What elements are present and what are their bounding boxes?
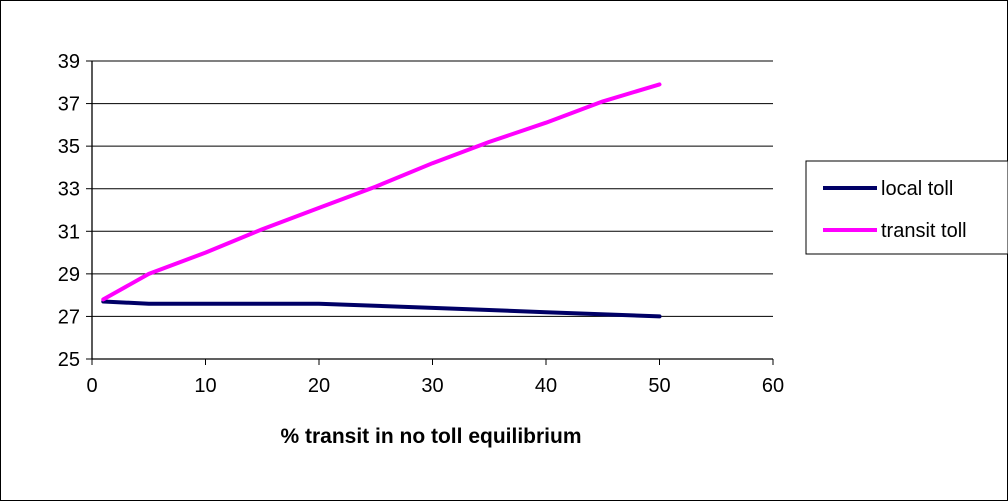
x-tick-label: 0 (86, 375, 97, 397)
x-tick-label: 20 (308, 375, 330, 397)
legend: local toll transit toll (805, 160, 1008, 255)
x-tick-label: 50 (648, 375, 670, 397)
x-tick-label: 10 (194, 375, 216, 397)
y-tick-label: 35 (58, 136, 80, 158)
legend-box (805, 160, 1008, 255)
y-tick-label: 29 (58, 264, 80, 286)
y-tick-label: 33 (58, 179, 80, 201)
y-tick-label: 25 (58, 349, 80, 371)
series-line-local-toll (101, 299, 662, 319)
x-tick-label: 30 (421, 375, 443, 397)
x-tick-label: 60 (762, 375, 784, 397)
x-tick-labels: 0 10 20 30 40 50 60 (86, 375, 784, 397)
y-tick-label: 31 (58, 221, 80, 243)
y-tick-labels: 25 27 29 31 33 35 37 39 (58, 51, 80, 371)
legend-label: transit toll (881, 220, 967, 242)
series-lines (101, 82, 662, 319)
y-tick-label: 39 (58, 51, 80, 73)
y-tick-label: 27 (58, 306, 80, 328)
series-line-transit-toll (101, 82, 662, 302)
axes (91, 61, 773, 360)
y-tick-label: 37 (58, 94, 80, 116)
x-axis-label: % transit in no toll equilibrium (280, 425, 581, 448)
gridlines (86, 60, 774, 365)
legend-label: local toll (881, 178, 953, 200)
x-tick-label: 40 (535, 375, 557, 397)
